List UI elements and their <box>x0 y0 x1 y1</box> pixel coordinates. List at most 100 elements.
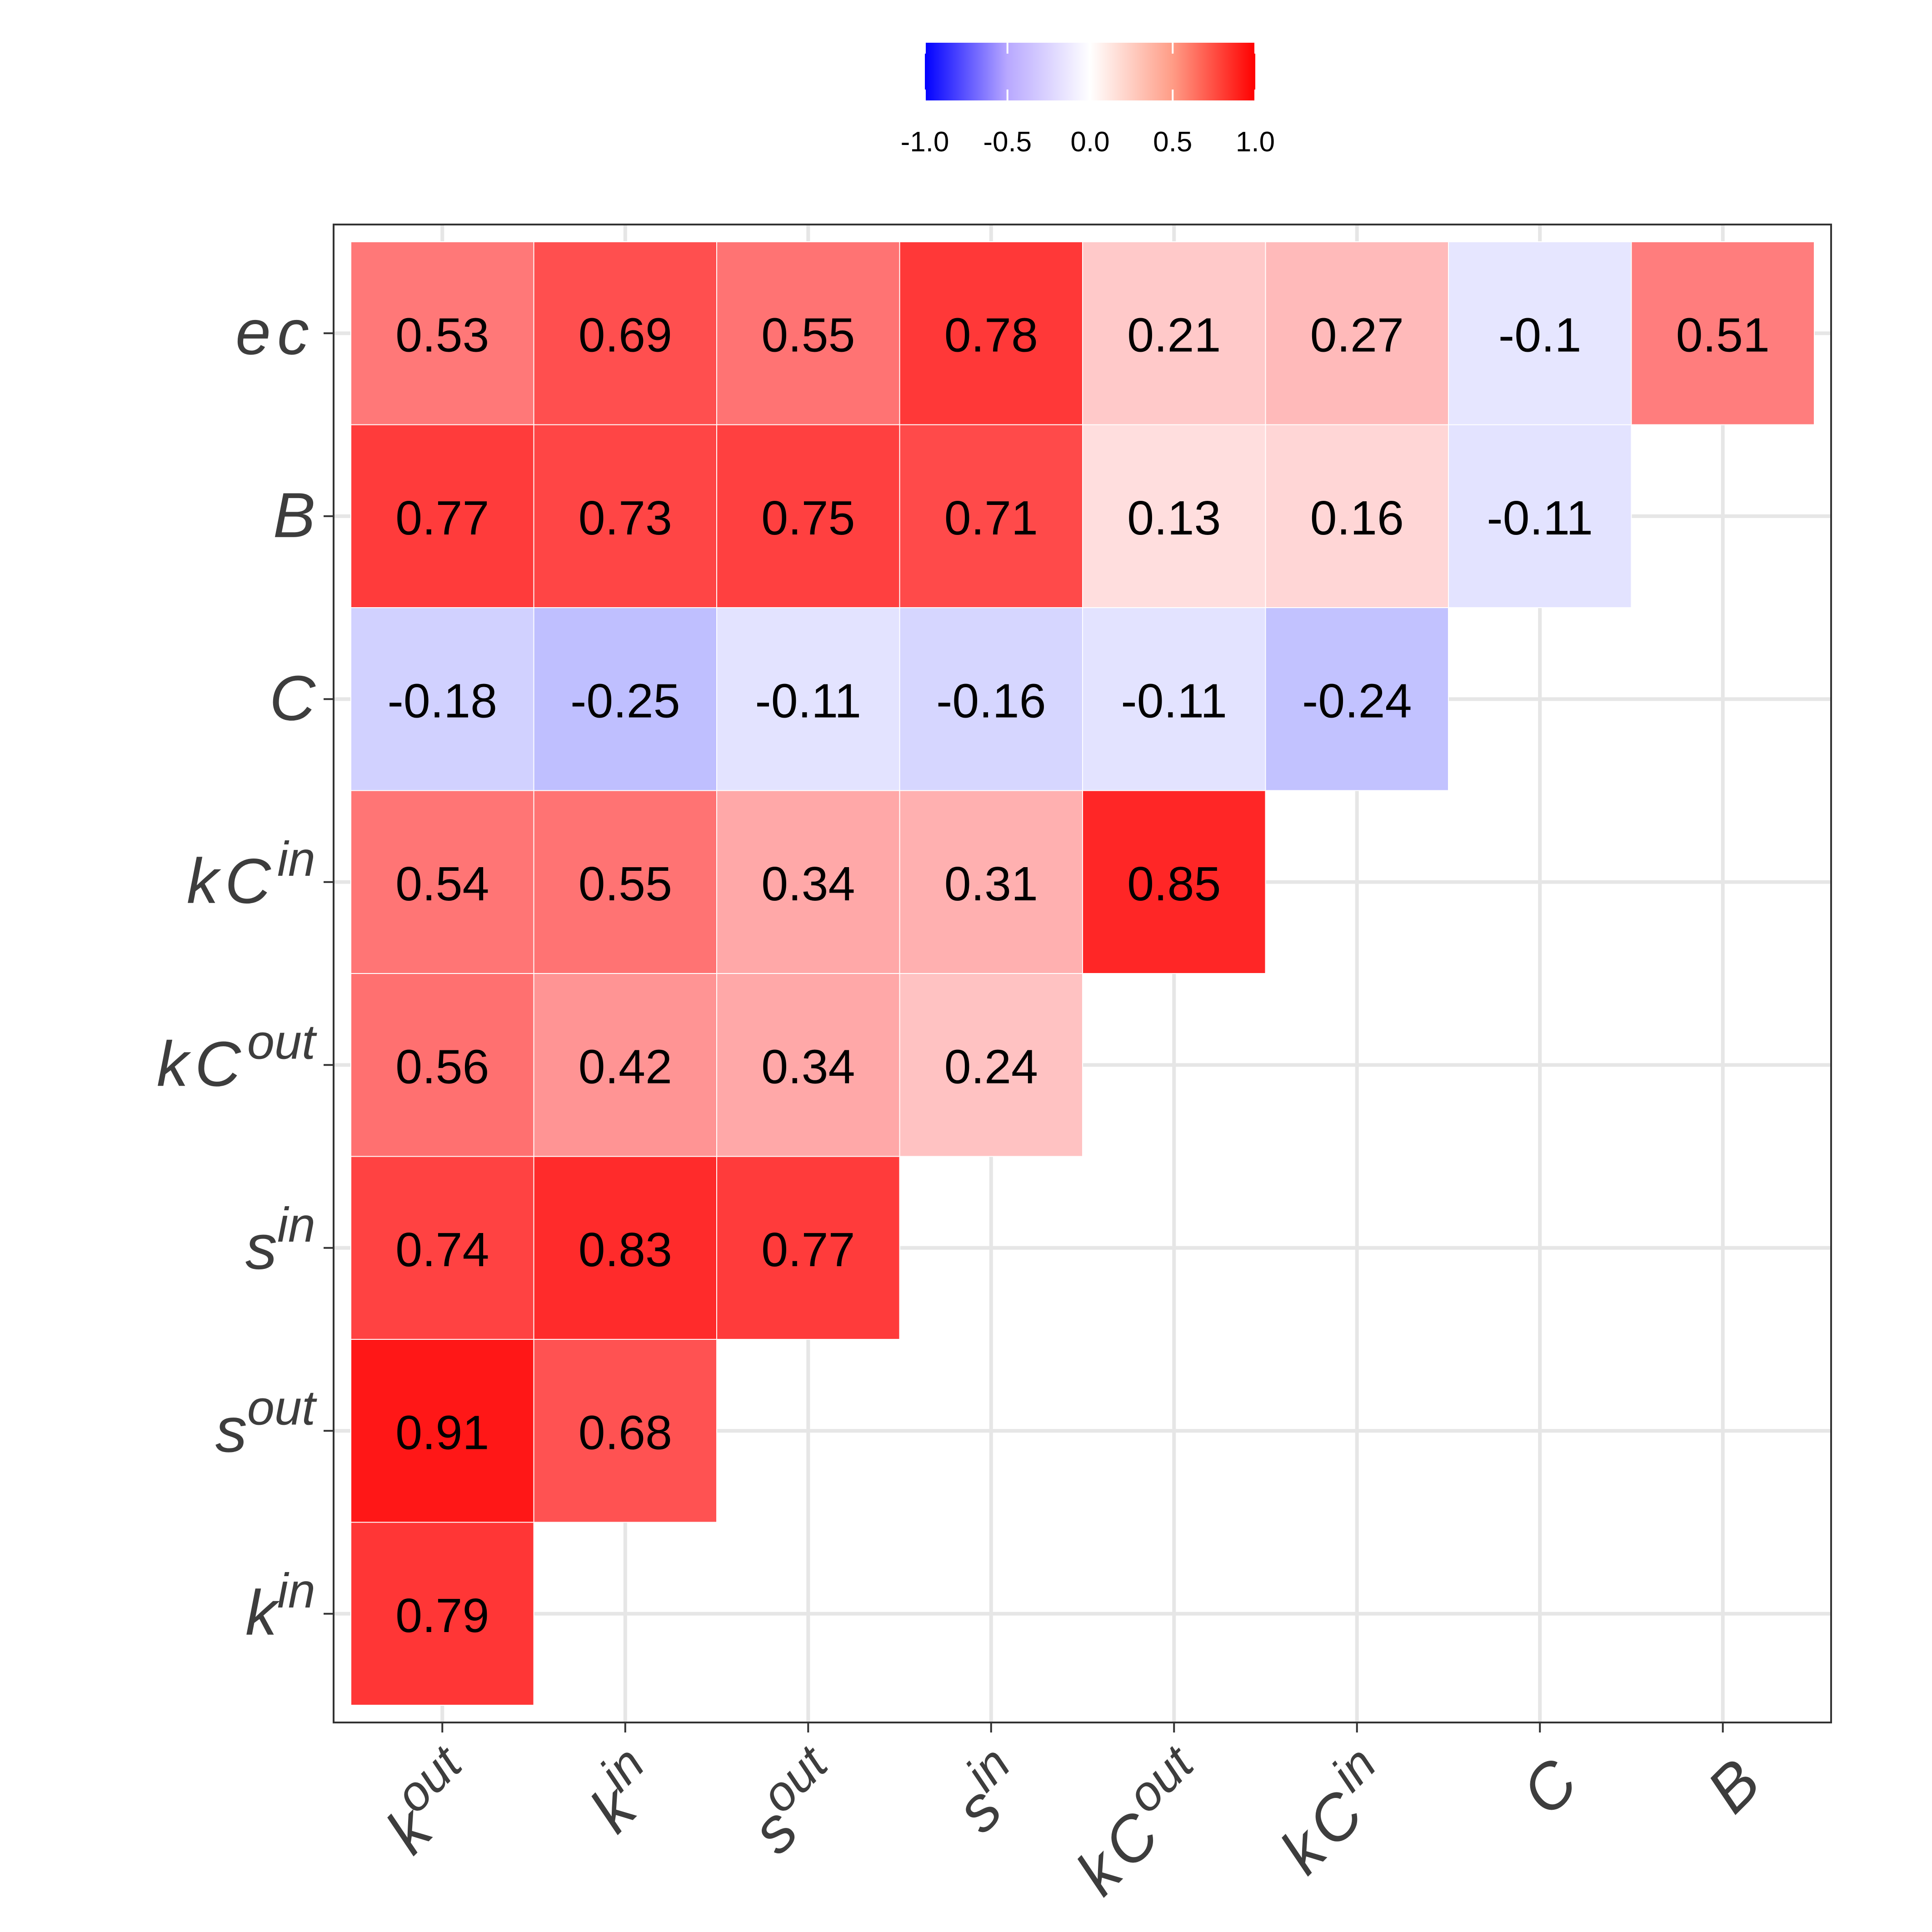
cell-value-label: -0.16 <box>936 674 1046 728</box>
heatmap-cell <box>1082 241 1266 425</box>
heatmap-cell <box>350 790 534 974</box>
heatmap-cell <box>899 241 1083 425</box>
cell-value-label: 0.85 <box>1127 857 1221 911</box>
cell-value-label: 0.54 <box>395 857 489 911</box>
y-axis-label-base: kC <box>157 1028 247 1099</box>
x-axis-label: C <box>1508 1745 1591 1828</box>
y-axis-label: sin <box>245 1197 315 1283</box>
y-axis-label: kin <box>245 1563 315 1648</box>
heatmap-cell <box>1448 241 1632 425</box>
plot-panel: 0.53 0.69 0.55 0.78 0.21 0.27 -0.1 0.51 0.77 0.73… <box>333 224 1832 1723</box>
heatmap-cell <box>533 607 717 791</box>
x-axis-label: sout <box>728 1734 860 1867</box>
y-axis-label-superscript: out <box>247 1380 317 1435</box>
cell-value-label: 0.42 <box>579 1040 672 1093</box>
heatmap-cell <box>899 424 1083 608</box>
cell-value-label: 0.77 <box>395 491 489 545</box>
y-axis-label-base: C <box>270 662 316 734</box>
cell-value-label: 0.13 <box>1127 491 1221 545</box>
cell-value-label: 0.71 <box>944 491 1038 545</box>
y-axis-label-superscript: in <box>277 1563 315 1618</box>
panel-border <box>333 224 1832 1723</box>
y-axis-label-base: s <box>245 1211 277 1283</box>
cell-value-label: 0.83 <box>579 1223 672 1277</box>
y-axis-label-superscript: in <box>277 831 315 886</box>
cell-value-label: 0.34 <box>761 1040 855 1093</box>
cell-value-label: 0.51 <box>1676 308 1770 362</box>
y-axis-label: kCin <box>187 831 315 917</box>
legend-tick-label: -1.0 <box>901 126 949 158</box>
cell-value-label: -0.24 <box>1302 674 1412 728</box>
cell-value-label: 0.73 <box>579 491 672 545</box>
heatmap-cells: 0.53 0.69 0.55 0.78 0.21 0.27 -0.1 0.51 0.77 0.73… <box>350 241 1815 1706</box>
legend-tick-label: 0.0 <box>1070 126 1109 158</box>
cell-value-label: 0.91 <box>395 1406 489 1459</box>
cell-value-label: 0.55 <box>579 857 672 911</box>
heatmap-cell <box>1265 424 1449 608</box>
y-axis-label: C <box>270 662 316 734</box>
cell-value-label: 0.34 <box>761 857 855 911</box>
x-axis-label: kout <box>362 1734 494 1867</box>
heatmap-cell <box>1082 790 1266 974</box>
cell-value-label: -0.11 <box>1121 674 1227 728</box>
cell-value-label: 0.78 <box>944 308 1038 362</box>
legend-ticks: -1.0 -0.5 0.0 0.5 1.0 <box>901 43 1275 158</box>
color-legend: -1.0 -0.5 0.0 0.5 1.0 <box>901 43 1275 158</box>
cell-value-label: -0.11 <box>1487 491 1593 545</box>
heatmap-cell <box>899 607 1083 791</box>
x-axis-label: B <box>1693 1746 1774 1826</box>
heatmap-cell <box>716 241 900 425</box>
y-axis-label-base: s <box>215 1394 247 1465</box>
cell-value-label: 0.55 <box>761 308 855 362</box>
cell-value-label: -0.11 <box>755 674 861 728</box>
y-axis-label: sout <box>215 1380 317 1465</box>
heatmap-cell <box>716 424 900 608</box>
heatmap-cell <box>533 1339 717 1523</box>
heatmap-cell <box>350 1339 534 1523</box>
cell-value-label: 0.69 <box>579 308 672 362</box>
cell-value-label: 0.68 <box>579 1406 672 1459</box>
cell-value-label: 0.79 <box>395 1589 489 1642</box>
heatmap-cell <box>1265 607 1449 791</box>
cell-value-label: 0.56 <box>395 1040 489 1093</box>
heatmap-cell <box>533 1156 717 1340</box>
y-axis-label-base: B <box>273 479 315 551</box>
cell-value-label: 0.27 <box>1310 308 1404 362</box>
heatmap-cell <box>350 1156 534 1340</box>
legend-tick-label: 0.5 <box>1153 126 1192 158</box>
y-axis-label: ec <box>235 296 315 368</box>
x-axis-label-base: B <box>1693 1746 1774 1826</box>
legend-tick-label: 1.0 <box>1236 126 1275 158</box>
cell-value-label: 0.31 <box>944 857 1038 911</box>
cell-value-label: -0.18 <box>387 674 497 728</box>
heatmap-cell <box>533 241 717 425</box>
heatmap-cell <box>350 607 534 791</box>
cell-value-label: 0.16 <box>1310 491 1404 545</box>
heatmap-cell <box>899 973 1083 1157</box>
heatmap-cell <box>899 790 1083 974</box>
heatmap-cell <box>716 973 900 1157</box>
heatmap-cell <box>533 790 717 974</box>
heatmap-cell <box>1082 607 1266 791</box>
y-axis-label: kCout <box>157 1014 317 1099</box>
heatmap-cell <box>350 424 534 608</box>
x-axis-label: kCout <box>1052 1734 1226 1908</box>
cell-value-label: 0.74 <box>395 1223 489 1277</box>
heatmap-cell <box>350 973 534 1157</box>
y-axis-label-superscript: in <box>277 1197 315 1252</box>
cell-value-label: 0.75 <box>761 491 855 545</box>
y-axis-label-base: k <box>245 1577 280 1648</box>
heatmap-cell <box>1448 424 1632 608</box>
x-axis-label-base: C <box>1508 1745 1591 1828</box>
y-axis-label-base: kC <box>187 845 277 917</box>
heatmap-cell <box>716 607 900 791</box>
heatmap-cell <box>716 790 900 974</box>
cell-value-label: 0.53 <box>395 308 489 362</box>
y-axis-label-base: ec <box>235 296 315 368</box>
x-axis-label: sin <box>932 1736 1042 1846</box>
heatmap-cell <box>350 1522 534 1706</box>
legend-tick-label: -0.5 <box>983 126 1032 158</box>
